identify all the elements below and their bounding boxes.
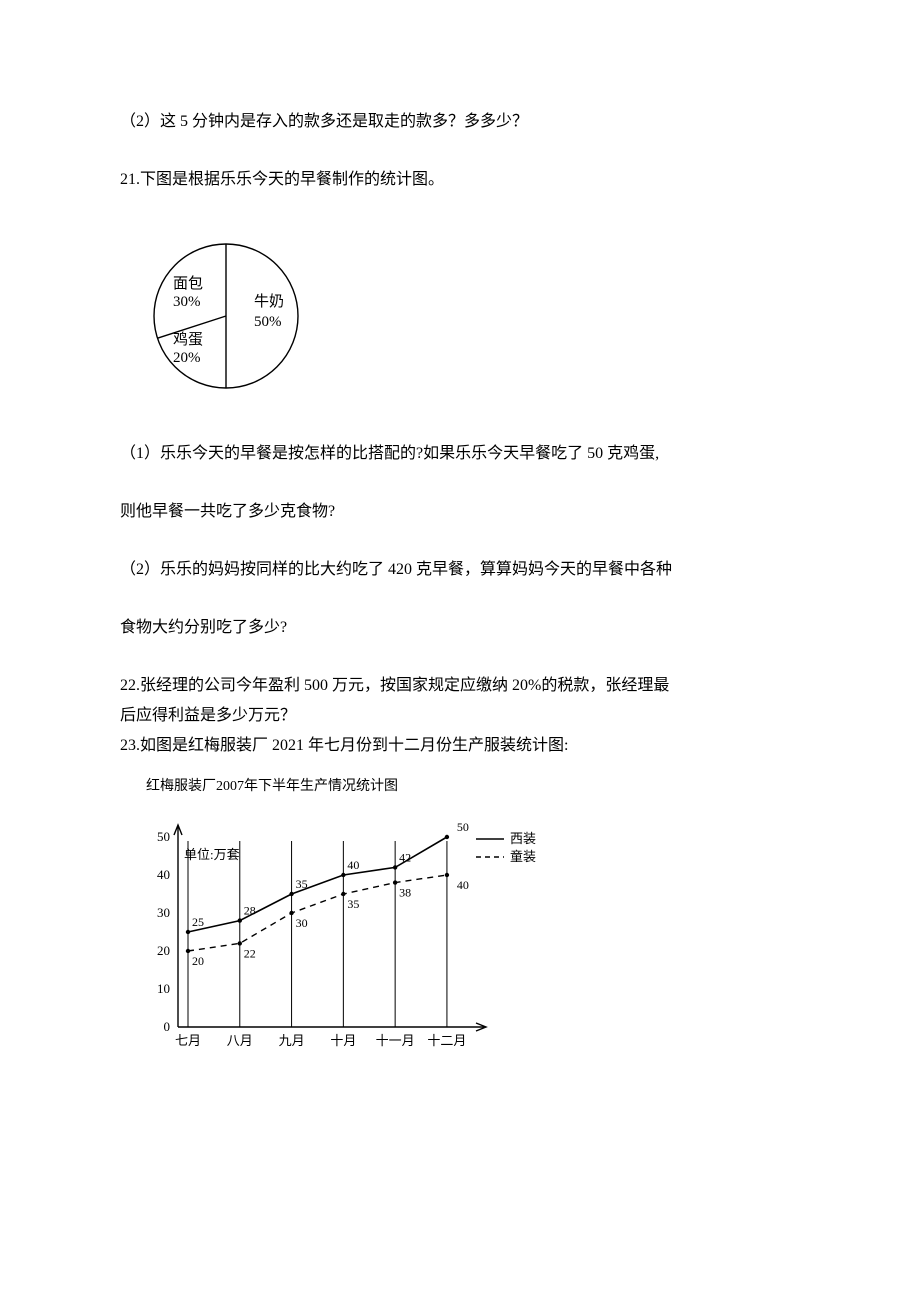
svg-text:面包: 面包 — [173, 275, 203, 292]
svg-text:40: 40 — [457, 878, 469, 892]
q20-part2: （2）这 5 分钟内是存入的款多还是取走的款多？多多少？ — [120, 110, 810, 134]
q21-intro: 21.下图是根据乐乐今天的早餐制作的统计图。 — [120, 168, 810, 192]
svg-text:十二月: 十二月 — [427, 1033, 466, 1048]
svg-text:九月: 九月 — [279, 1033, 305, 1048]
svg-text:西装: 西装 — [510, 831, 536, 846]
svg-text:童装: 童装 — [510, 849, 536, 864]
svg-text:十一月: 十一月 — [376, 1033, 415, 1048]
svg-text:七月: 七月 — [175, 1033, 201, 1048]
line-chart-title: 红梅服装厂2007年下半年生产情况统计图 — [146, 776, 810, 797]
svg-text:20: 20 — [192, 954, 204, 968]
svg-text:牛奶: 牛奶 — [254, 293, 284, 310]
svg-text:42: 42 — [399, 850, 411, 864]
q21-p2a: （2）乐乐的妈妈按同样的比大约吃了 420 克早餐，算算妈妈今天的早餐中各种 — [120, 558, 810, 582]
svg-text:0: 0 — [164, 1019, 171, 1034]
svg-text:20: 20 — [157, 943, 170, 958]
svg-text:八月: 八月 — [227, 1033, 253, 1048]
q22a: 22.张经理的公司今年盈利 500 万元，按国家规定应缴纳 20%的税款，张经理… — [120, 674, 810, 698]
svg-text:38: 38 — [399, 886, 411, 900]
q21-p2b: 食物大约分别吃了多少? — [120, 616, 810, 640]
svg-text:单位:万套: 单位:万套 — [184, 847, 240, 862]
svg-text:50: 50 — [157, 829, 170, 844]
svg-text:40: 40 — [347, 858, 359, 872]
svg-text:22: 22 — [244, 946, 256, 960]
svg-text:10: 10 — [157, 981, 170, 996]
q21-p1b: 则他早餐一共吃了多少克食物? — [120, 500, 810, 524]
pie-chart: 牛奶 50% 面包 30% 鸡蛋 20% — [136, 226, 810, 406]
line-chart: 红梅服装厂2007年下半年生产情况统计图 单位:万套 0 10 20 30 40 50 七月 八… — [126, 776, 810, 1055]
q22b: 后应得利益是多少万元？ — [120, 704, 810, 728]
svg-text:40: 40 — [157, 867, 170, 882]
svg-text:30: 30 — [157, 905, 170, 920]
svg-text:28: 28 — [244, 904, 256, 918]
svg-text:鸡蛋: 鸡蛋 — [173, 331, 203, 348]
q21-p1a: （1）乐乐今天的早餐是按怎样的比搭配的?如果乐乐今天早餐吃了 50 克鸡蛋, — [120, 442, 810, 466]
svg-text:35: 35 — [347, 897, 359, 911]
svg-text:30: 30 — [296, 916, 308, 930]
q23: 23.如图是红梅服装厂 2021 年七月份到十二月份生产服装统计图: — [120, 734, 810, 758]
svg-text:50%: 50% — [254, 314, 282, 330]
svg-text:35: 35 — [296, 877, 308, 891]
svg-text:十月: 十月 — [330, 1033, 356, 1048]
svg-text:25: 25 — [192, 915, 204, 929]
svg-text:20%: 20% — [173, 350, 201, 366]
svg-text:50: 50 — [457, 820, 469, 834]
svg-text:30%: 30% — [173, 294, 201, 310]
